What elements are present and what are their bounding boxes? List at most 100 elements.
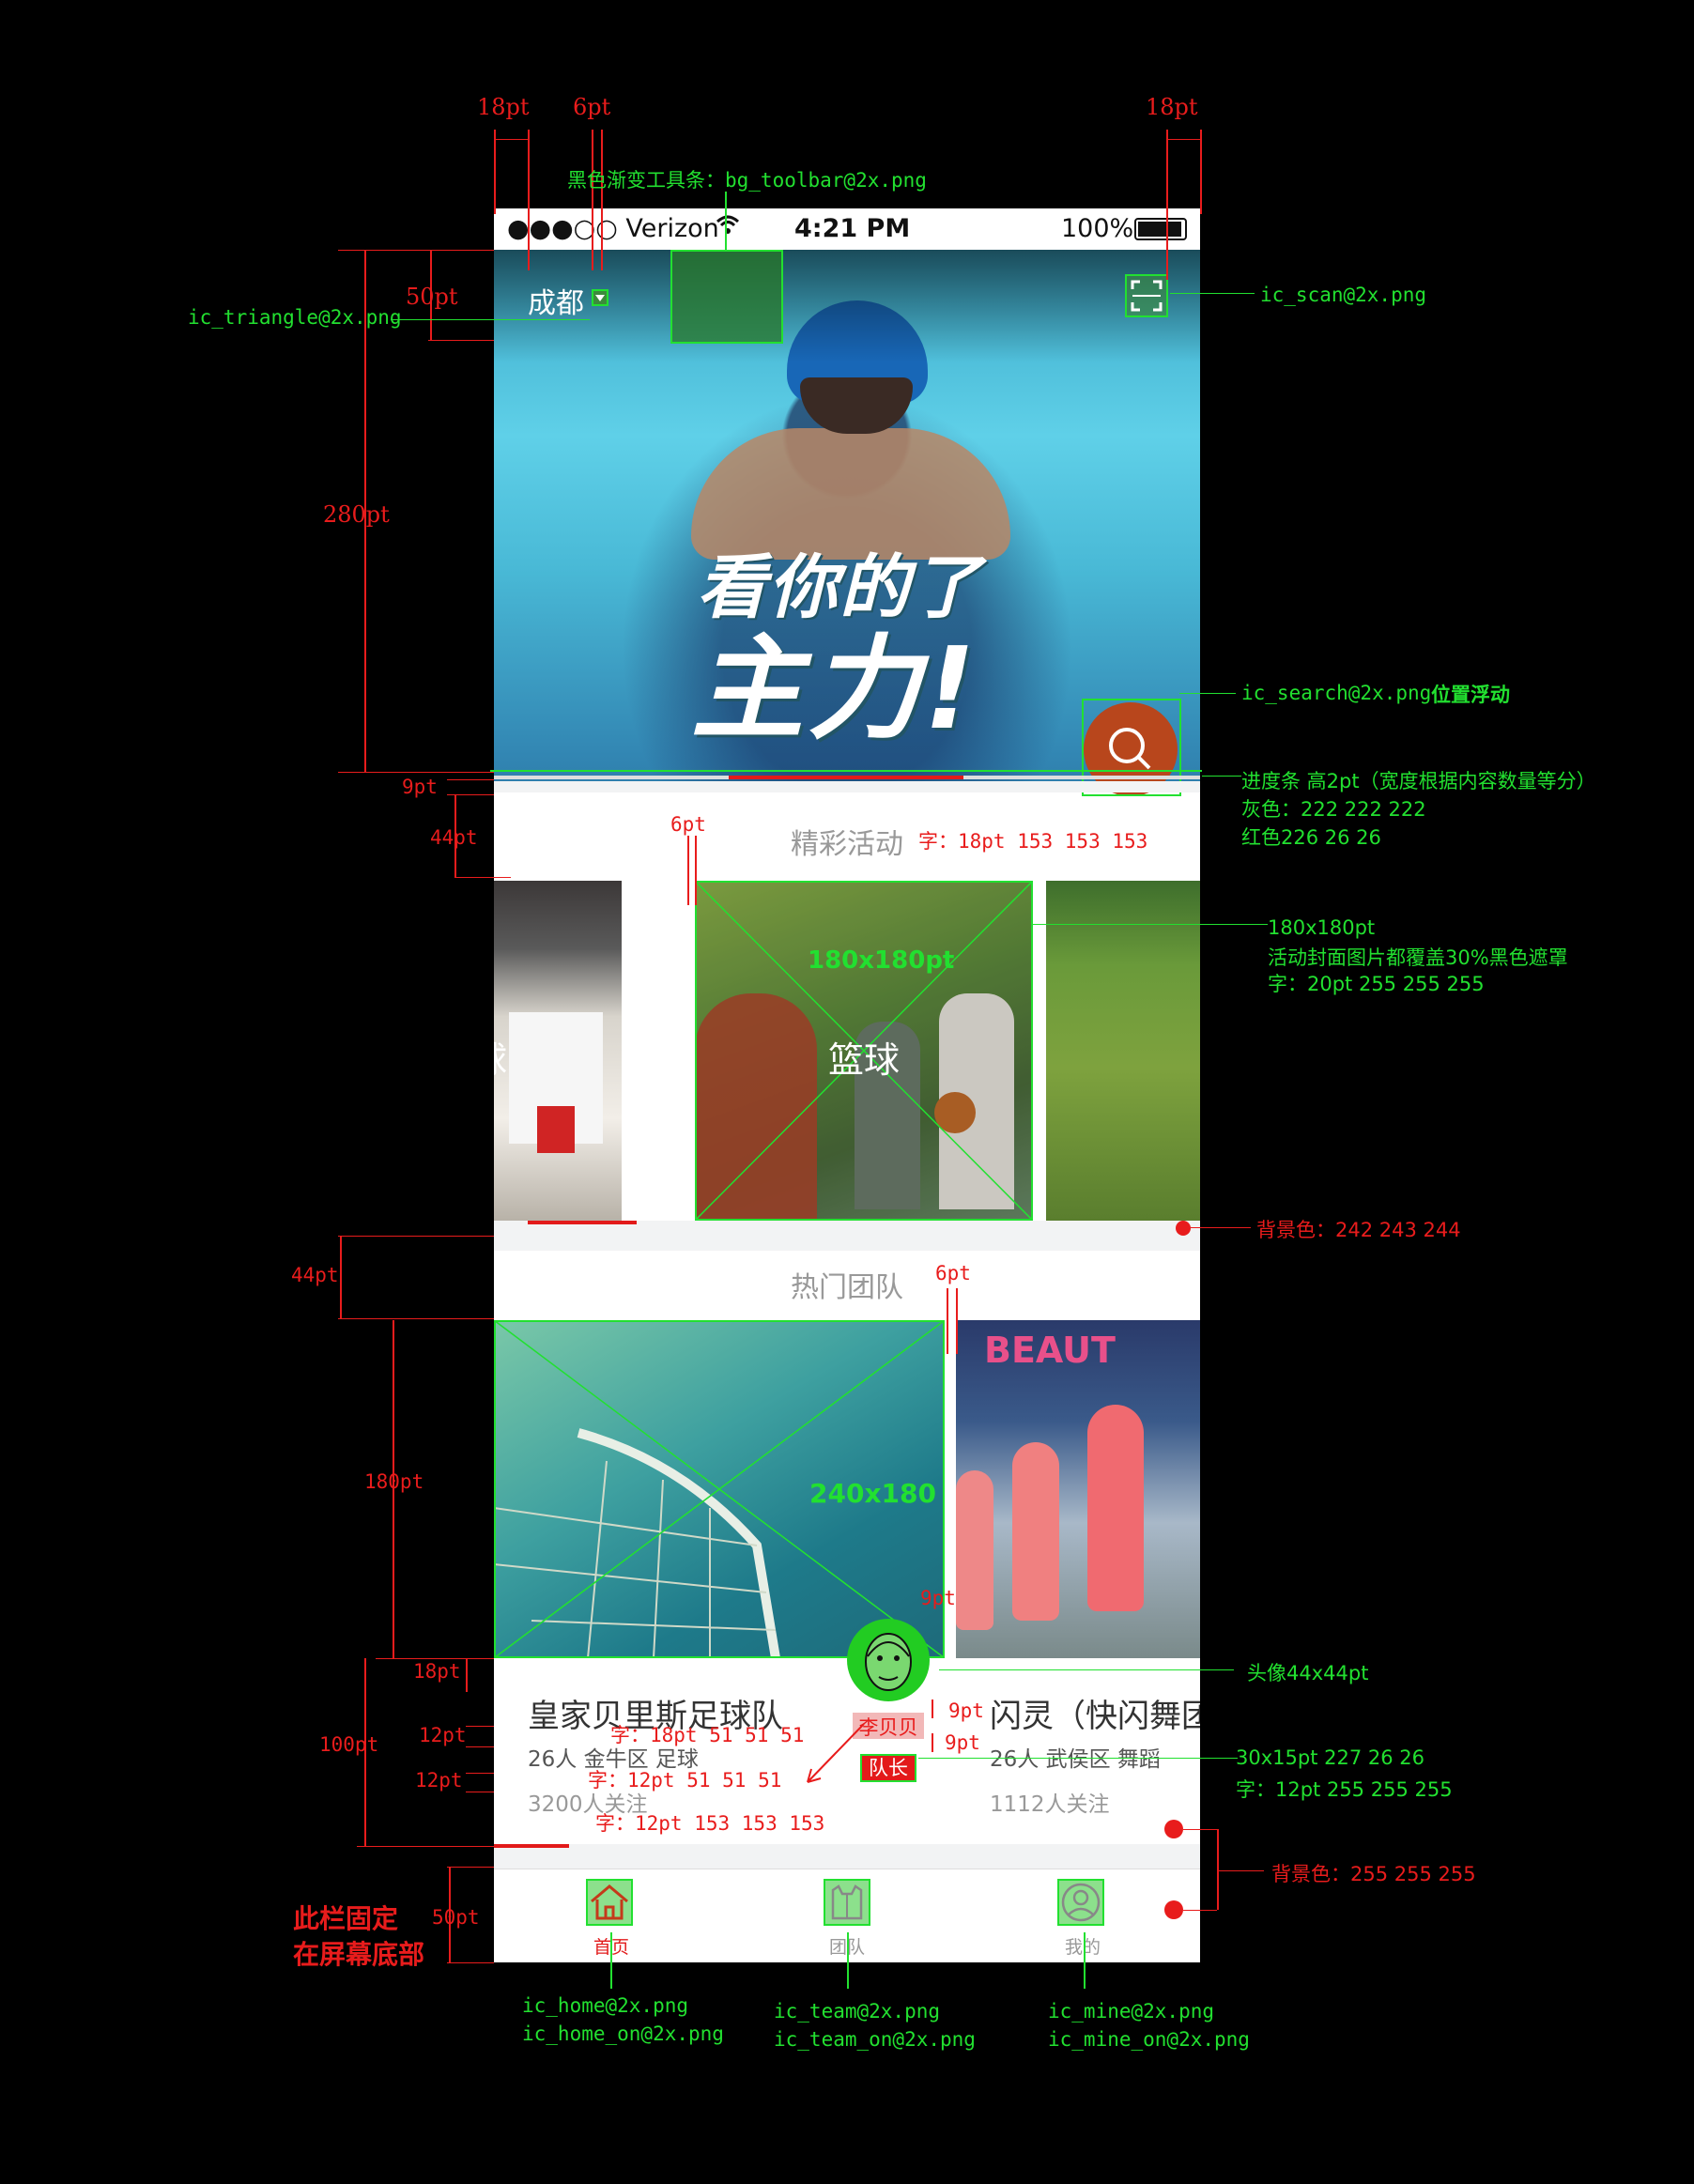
avatar-face-icon [865,1633,912,1691]
annotation-fixed-2: 在屏幕底部 [293,1939,425,1970]
annotation-meta-font: 字：12pt 51 51 51 [588,1769,782,1792]
captain-name: 李贝贝 [853,1713,924,1739]
annotation-band-bg: 背景色：242 243 244 [1256,1219,1461,1241]
hero-slogan-line2: 主力! [691,624,979,755]
annotation-margin-left: 18pt [477,94,530,120]
annotation-team-file-2: ic_team_on@2x.png [774,2028,976,2051]
annotation-captain-gap-b: 9pt [945,1731,980,1754]
annotation-meta-gap-b: 12pt [415,1769,463,1792]
phone-screen: ●●●○○ Verizon 4:21 PM 100% 看你的了 主力! 成都 [494,208,1200,1962]
activity-label: 高 [1046,1031,1200,1083]
tab-mine[interactable]: 我的 [965,1869,1200,1962]
annotation-margin-right: 18pt [1146,94,1198,120]
annotation-toolbar: 黑色渐变工具条：bg_toolbar@2x.png [567,169,927,192]
battery-icon [1134,218,1187,240]
city-label: 成都 [528,287,584,320]
annotation-title-font: 字：18pt 153 153 153 [918,830,1148,853]
cover-size-label: 180x180pt [808,946,955,975]
annotation-avatar: 头像44x44pt [1247,1662,1369,1684]
annotation-avatar-gap: 9pt [920,1587,956,1609]
team-card[interactable]: 240x180 [494,1320,945,1658]
team-image-size-label: 240x180 [809,1478,936,1509]
banner-progress-active [729,776,963,779]
annotation-card-gap: 6pt [670,813,706,836]
toolbar-gradient-marker [670,250,783,344]
city-selector[interactable]: 成都 [528,280,584,321]
annotation-team-file-1: ic_team@2x.png [774,2000,941,2023]
hero-banner[interactable]: 看你的了 主力! 成都 [494,250,1200,796]
wifi-icon [716,212,740,243]
annotation-progress-1: 进度条 高2pt（宽度根据内容数量等分） [1241,770,1596,792]
section-divider [494,1844,1200,1869]
tab-label: 我的 [1064,1937,1101,1958]
teams-title: 热门团队 [791,1271,903,1304]
scan-icon[interactable] [1125,274,1168,317]
team-name[interactable]: 闪灵（快闪舞团 [990,1698,1200,1735]
annotation-progress-3: 红色226 26 26 [1241,826,1381,849]
swimmer-head [800,377,913,434]
battery-percent: 100% [1061,214,1134,243]
team-icon [824,1879,870,1926]
section-divider [494,1221,1200,1251]
annotation-search-note: 位置浮动 [1431,684,1510,706]
toolbar-gradient [494,250,1200,362]
search-icon [1109,728,1151,770]
annotation-triangle-file: ic_triangle@2x.png [188,306,402,329]
activity-card[interactable]: 龄球 [494,881,622,1221]
section-gap [494,781,1200,792]
tab-team[interactable]: 团队 [730,1869,964,1962]
triangle-icon[interactable] [592,289,608,306]
marker-dot [1164,1900,1183,1919]
annotation-mine-file-1: ic_mine@2x.png [1048,2000,1215,2023]
search-icon-bounds [1082,699,1181,796]
annotation-hero-height: 280pt [323,501,390,528]
annotation-tab-height: 50pt [432,1906,480,1929]
annotation-captain-gap-a: 9pt [948,1700,984,1722]
mine-icon [1057,1879,1104,1926]
team-followers: 3200人关注 [528,1792,648,1817]
annotation-title-height: 44pt [430,826,478,849]
status-bar: ●●●○○ Verizon 4:21 PM 100% [494,208,1200,250]
status-time: 4:21 PM [794,214,911,243]
annotation-badge-2: 字：12pt 255 255 255 [1236,1778,1453,1801]
carrier-signal: ●●●○○ Verizon [507,214,719,243]
annotation-mine-file-2: ic_mine_on@2x.png [1048,2028,1250,2051]
team-name[interactable]: 皇家贝里斯足球队 [528,1698,783,1735]
annotation-home-file-2: ic_home_on@2x.png [522,2023,724,2045]
swimmer-shoulders [691,428,1010,560]
team-progress-active [494,1844,569,1848]
annotation-name-gap: 18pt [413,1660,461,1683]
team-card[interactable]: BEAUT [956,1320,1200,1658]
marker-dot [1164,1820,1183,1838]
annotation-gap-9pt: 9pt [402,776,438,798]
annotation-fixed-1: 此栏固定 [293,1903,399,1934]
tab-home[interactable]: 首页 [494,1869,729,1962]
annotation-search-file: ic_search@2x.png [1241,682,1432,704]
dancer-figure [1012,1442,1059,1621]
captain-avatar[interactable] [847,1619,930,1701]
annotation-card-3: 字：20pt 255 255 255 [1268,973,1485,995]
annotation-name-font: 字：18pt 51 51 51 [610,1724,805,1746]
annotation-progress-2: 灰色：222 222 222 [1241,798,1426,821]
activity-card[interactable]: 高 [1046,881,1200,1221]
dancer-figure [956,1470,993,1630]
activity-card[interactable]: 180x180pt 篮球 [695,881,1033,1221]
annotation-white-bg: 背景色：255 255 255 [1271,1863,1476,1885]
annotation-team-gap: 6pt [935,1262,971,1284]
annotation-text-block: 100pt [319,1733,379,1756]
activities-title: 精彩活动 [791,828,903,861]
annotation-card-2: 活动封面图片都覆盖30%黑色遮罩 [1268,946,1568,969]
dancer-figure [1087,1405,1144,1611]
captain-badge: 队长 [860,1754,916,1782]
activity-label: 龄球 [494,1031,565,1083]
activity-progress-active [528,1221,637,1224]
annotation-meta-gap-a: 12pt [419,1724,467,1746]
annotation-badge-1: 30x15pt 227 26 26 [1236,1746,1424,1769]
bowler-figure [537,1106,575,1153]
basketball [934,1092,976,1133]
tab-label: 团队 [730,1933,964,1959]
annotation-card-1: 180x180pt [1268,916,1376,939]
annotation-follow-font: 字：12pt 153 153 153 [595,1812,825,1835]
marker-dot [1176,1221,1191,1236]
search-button[interactable] [1084,702,1178,796]
